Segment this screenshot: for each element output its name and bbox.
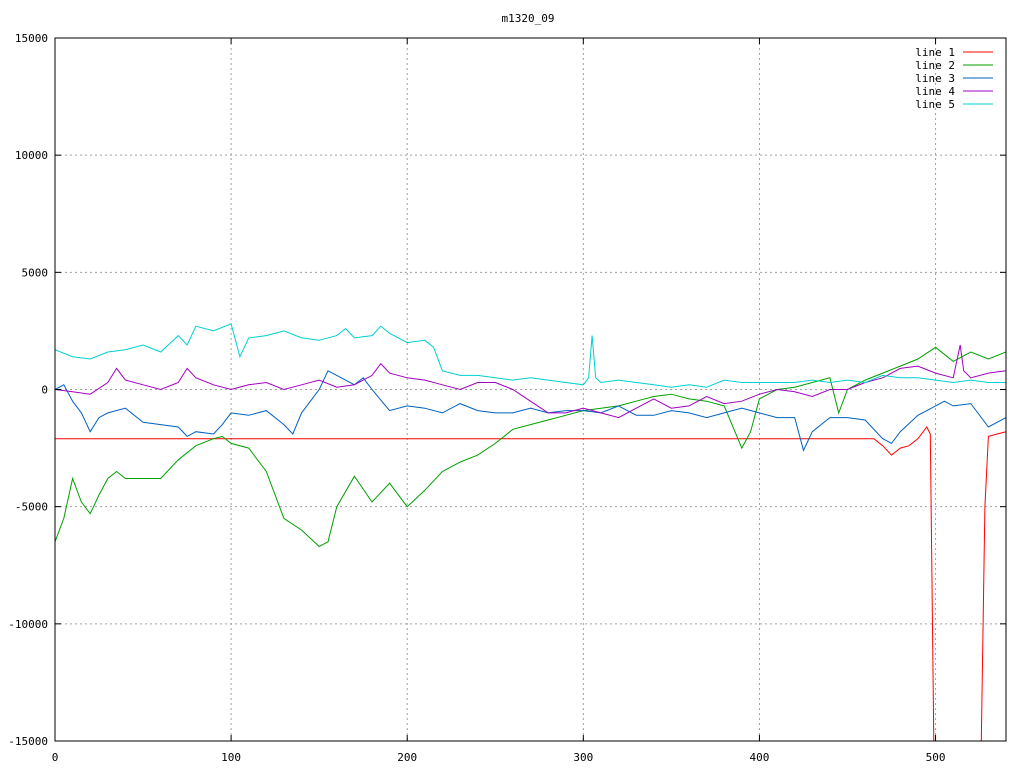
- legend-label: line 1: [915, 46, 955, 59]
- legend-label: line 4: [915, 85, 955, 98]
- y-tick-label: 5000: [22, 266, 49, 279]
- x-tick-label: 200: [397, 751, 417, 764]
- series-line-3: [55, 370, 1006, 452]
- series-line-5: [55, 323, 1006, 388]
- x-tick-label: 100: [221, 751, 241, 764]
- x-tick-label: 0: [52, 751, 59, 764]
- legend-label: line 3: [915, 72, 955, 85]
- y-tick-label: 0: [41, 384, 48, 397]
- x-tick-label: 300: [573, 751, 593, 764]
- legend-label: line 2: [915, 59, 955, 72]
- series-line-1: [55, 426, 1006, 741]
- x-tick-label: 400: [750, 751, 770, 764]
- y-tick-label: -15000: [8, 735, 48, 748]
- y-tick-label: -10000: [8, 618, 48, 631]
- grid: [55, 38, 1006, 741]
- y-tick-label: 15000: [15, 32, 48, 45]
- series-lines: [55, 323, 1006, 741]
- chart-title: m1320_09: [502, 12, 555, 25]
- legend-label: line 5: [915, 98, 955, 111]
- x-tick-label: 500: [926, 751, 946, 764]
- series-line-2: [55, 346, 1006, 548]
- y-tick-label: 10000: [15, 149, 48, 162]
- axis-ticks: 0 100 200 300 400 500 -15000 -10000 -5000 0 5000 10…: [8, 32, 1006, 764]
- y-tick-label: -5000: [15, 501, 48, 514]
